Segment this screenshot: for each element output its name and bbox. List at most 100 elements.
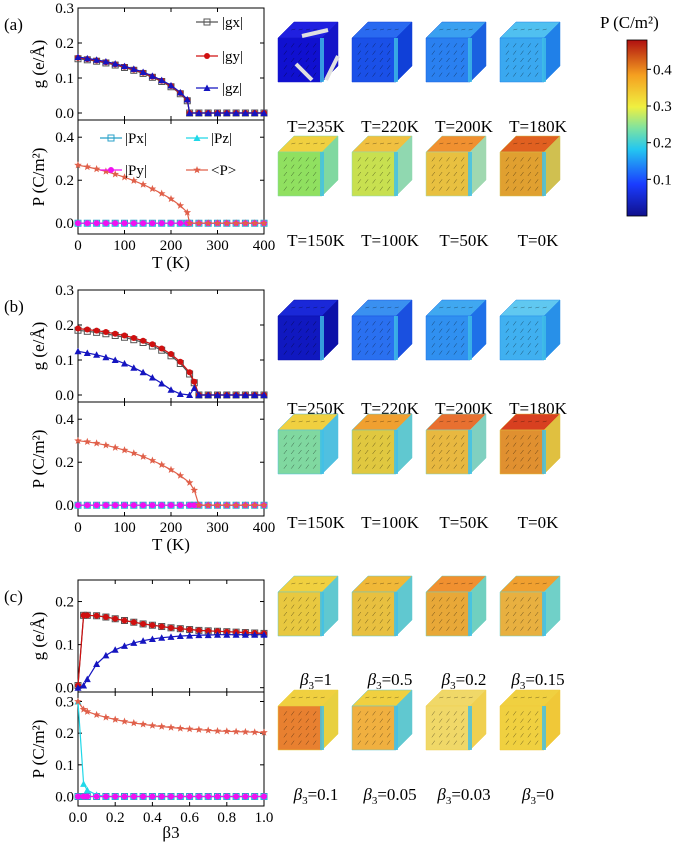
polarization-arrow: [534, 733, 539, 738]
polarization-arrow: [505, 72, 510, 77]
polarization-arrow: [379, 157, 384, 162]
data-point: [75, 220, 81, 227]
polarization-arrow: [512, 164, 517, 169]
data-point: [112, 793, 119, 800]
polarization-arrow: [305, 335, 310, 341]
polarization-arrow: [460, 350, 465, 355]
polarization-arrow: [379, 733, 384, 738]
polarization-arrow: [446, 696, 451, 699]
polarization-arrow: [446, 442, 450, 447]
polarization-arrow: [313, 696, 318, 699]
polarization-arrow: [290, 457, 295, 462]
polarization-arrow: [357, 435, 362, 440]
polarization-arrow: [431, 464, 436, 469]
data-point: [195, 793, 202, 800]
polarization-arrow: [520, 171, 524, 177]
polarization-arrow: [431, 72, 436, 77]
polarization-arrow: [512, 350, 517, 355]
polarization-arrow: [460, 328, 465, 333]
polarization-arrow: [505, 604, 510, 609]
polarization-arrow: [357, 725, 362, 731]
data-point: [148, 635, 156, 643]
polarization-arrow: [505, 597, 510, 602]
polarization-arrow: [379, 179, 384, 184]
polarization-arrow: [298, 464, 302, 469]
cube-image: [351, 689, 413, 751]
polarization-arrow: [290, 328, 295, 333]
p-axis-label: P (C/m²): [29, 720, 48, 779]
polarization-arrow: [305, 464, 310, 469]
polarization-arrow: [312, 457, 317, 462]
polarization-arrow: [534, 435, 539, 440]
polarization-arrow: [283, 179, 288, 184]
polarization-arrow: [372, 164, 376, 169]
data-point: [148, 72, 156, 79]
polarization-arrow: [431, 186, 436, 191]
polarization-arrow: [527, 186, 532, 191]
polarization-arrow: [446, 321, 450, 326]
data-point: [75, 325, 81, 332]
data-point: [112, 615, 119, 622]
polarization-arrow: [512, 179, 517, 184]
polarization-arrow: [312, 321, 317, 326]
polarization-arrow: [364, 350, 369, 355]
data-point: [204, 109, 212, 116]
polarization-arrow: [283, 186, 288, 191]
data-point: [83, 707, 92, 715]
polarization-arrow: [520, 50, 524, 55]
polarization-arrow: [527, 420, 533, 423]
polarization-arrow: [446, 604, 450, 609]
polarization-arrow: [461, 142, 466, 145]
data-point: [75, 793, 81, 800]
polarization-arrow: [283, 457, 288, 462]
polarization-arrow: [386, 43, 391, 48]
polarization-arrow: [298, 626, 302, 631]
polarization-arrow: [372, 597, 376, 602]
data-point: [204, 219, 212, 227]
data-point: [93, 502, 100, 509]
polarization-arrow: [535, 142, 540, 145]
data-point: [111, 60, 119, 67]
polarization-arrow: [453, 626, 458, 631]
polarization-arrow: [453, 582, 459, 585]
polarization-arrow: [298, 740, 302, 745]
cube-image: [277, 135, 339, 197]
polarization-arrow: [520, 157, 524, 162]
panel-labels-b: (b) g (e/Å) P (C/m²) T (K): [4, 297, 190, 554]
polarization-arrow: [365, 582, 370, 585]
data-point: [120, 446, 129, 454]
polarization-arrow: [365, 28, 370, 31]
data-point: [186, 793, 193, 800]
polarization-arrow: [446, 350, 450, 355]
polarization-arrow: [298, 442, 302, 447]
panel-label: (c): [4, 587, 23, 606]
polarization-arrow: [438, 718, 443, 723]
cube-label: T=220K: [361, 117, 419, 136]
polarization-arrow: [312, 65, 317, 70]
polarization-arrow: [312, 328, 317, 333]
polarization-arrow: [512, 449, 517, 455]
polarization-arrow: [535, 28, 540, 31]
y-tick-label: 0.0: [55, 498, 74, 514]
polarization-arrow: [527, 50, 532, 55]
polarization-arrow: [386, 740, 391, 745]
series-line-<P>: [77, 440, 264, 506]
polarization-arrow: [446, 725, 450, 731]
y-tick-label: 0.4: [55, 130, 74, 146]
polarization-arrow: [312, 611, 317, 617]
cube-image: [425, 299, 487, 361]
polarization-arrow: [527, 157, 532, 162]
polarization-arrow: [438, 321, 443, 326]
polarization-arrow: [460, 343, 465, 348]
polarization-arrow: [305, 604, 310, 609]
polarization-arrow: [379, 711, 384, 716]
data-point: [167, 386, 175, 393]
polarization-arrow: [379, 72, 384, 77]
data-point: [232, 501, 240, 509]
polarization-arrow: [386, 725, 391, 731]
polarization-arrow: [534, 626, 539, 631]
polarization-arrow: [305, 179, 310, 184]
data-point: [167, 633, 175, 640]
data-point: [102, 713, 110, 721]
data-point: [79, 705, 88, 713]
